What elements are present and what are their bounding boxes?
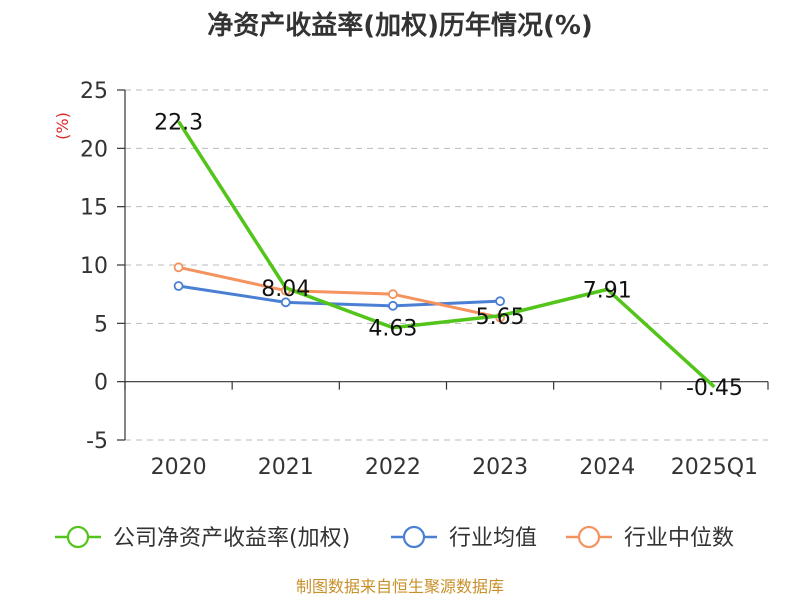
data-labels: 22.3 8.04 4.63 5.65 7.91 -0.45 <box>154 111 743 401</box>
legend: 公司净资产收益率(加权) 行业均值 行业中位数 <box>55 525 734 551</box>
y-tick-label: -5 <box>86 429 108 454</box>
data-label: 4.63 <box>368 317 417 342</box>
legend-item[interactable]: 公司净资产收益率(加权) <box>55 525 350 551</box>
data-point <box>388 300 398 311</box>
x-tick-label: 2022 <box>365 455 421 480</box>
x-tick-label: 2020 <box>151 455 207 480</box>
y-tick-label: 0 <box>94 371 108 396</box>
data-label: 5.65 <box>476 305 525 330</box>
data-label: 7.91 <box>583 278 632 303</box>
legend-label: 行业中位数 <box>624 526 734 551</box>
x-tick-label: 2024 <box>579 455 635 480</box>
series-line <box>177 120 716 389</box>
series-line <box>178 284 501 308</box>
legend-label: 行业均值 <box>449 526 537 551</box>
legend-label: 公司净资产收益率(加权) <box>113 526 350 551</box>
data-point <box>173 281 184 291</box>
data-point <box>280 297 291 308</box>
y-tick-label: 20 <box>80 137 108 162</box>
axes: -5 0 5 10 15 20 25 2020 2021 2022 2023 2024 2025Q1 <box>80 79 769 480</box>
legend-swatch-marker <box>577 525 601 549</box>
y-axis-label: (%) <box>53 112 72 140</box>
legend-swatch-marker <box>66 525 90 549</box>
series-lines <box>173 120 716 389</box>
data-point <box>388 289 398 300</box>
series-line <box>178 265 501 319</box>
data-label: 22.3 <box>154 111 203 136</box>
source-note: 制图数据来自恒生聚源数据库 <box>296 577 504 596</box>
y-tick-label: 25 <box>80 79 108 104</box>
data-point <box>173 262 184 273</box>
legend-swatch-marker <box>402 525 426 549</box>
y-tick-label: 15 <box>80 196 108 221</box>
data-label: 8.04 <box>261 277 310 302</box>
x-tick-label: 2023 <box>472 455 528 480</box>
y-tick-label: 10 <box>80 254 108 279</box>
x-tick-label: 2021 <box>258 455 314 480</box>
y-tick-label: 5 <box>94 312 108 337</box>
data-point <box>495 296 505 307</box>
chart-title: 净资产收益率(加权)历年情况(%) <box>207 10 593 41</box>
legend-item[interactable]: 行业中位数 <box>566 525 734 551</box>
legend-item[interactable]: 行业均值 <box>391 525 537 551</box>
data-label: -0.45 <box>686 376 743 401</box>
x-tick-label: 2025Q1 <box>671 455 758 480</box>
